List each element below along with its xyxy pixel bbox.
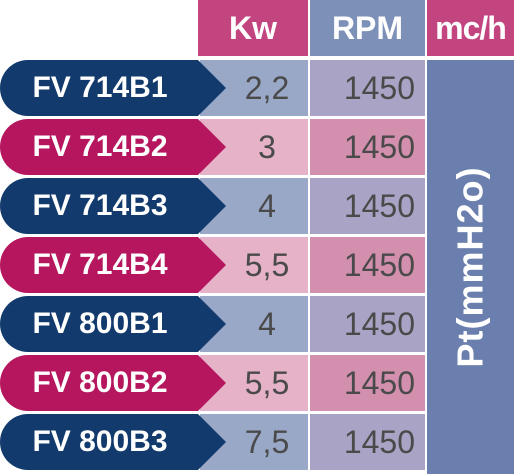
rpm-cell: 1450: [310, 60, 425, 116]
model-label: FV 800B1: [32, 307, 168, 340]
model-label: FV 714B3: [32, 189, 168, 222]
header-mch: mc/h: [427, 0, 514, 56]
rpm-cell: 1450: [310, 414, 425, 470]
header-rpm: RPM: [310, 0, 425, 56]
rpm-cell: 1450: [310, 178, 425, 234]
rpm-cell: 1450: [310, 355, 425, 411]
model-tag-shape: [0, 296, 226, 352]
model-tag-shape: [0, 119, 226, 175]
model-label: FV 800B3: [32, 425, 168, 458]
rpm-cell: 1450: [310, 237, 425, 293]
model-row: FV 714B1: [0, 60, 226, 116]
model-row: FV 800B1: [0, 296, 226, 352]
model-tag-shape: [0, 414, 226, 470]
model-label: FV 714B4: [32, 248, 168, 281]
header-kw: Kw: [198, 0, 308, 56]
model-tag-shape: [0, 60, 226, 116]
model-row: FV 800B3: [0, 414, 226, 470]
pt-label: Pt(mmH2o): [449, 166, 491, 368]
model-tag-shape: [0, 178, 226, 234]
model-row: FV 800B2: [0, 355, 226, 411]
model-label: FV 714B1: [32, 71, 168, 104]
pt-column: Pt(mmH2o): [427, 60, 514, 474]
model-label: FV 714B2: [32, 130, 168, 163]
model-row: FV 714B2: [0, 119, 226, 175]
rpm-cell: 1450: [310, 296, 425, 352]
model-tag-shape: [0, 237, 226, 293]
rpm-column: 1450 1450 1450 1450 1450 1450 1450: [310, 60, 425, 474]
model-label: FV 800B2: [32, 366, 168, 399]
model-row: FV 714B3: [0, 178, 226, 234]
rpm-cell: 1450: [310, 119, 425, 175]
model-tag-shape: [0, 355, 226, 411]
model-row: FV 714B4: [0, 237, 226, 293]
